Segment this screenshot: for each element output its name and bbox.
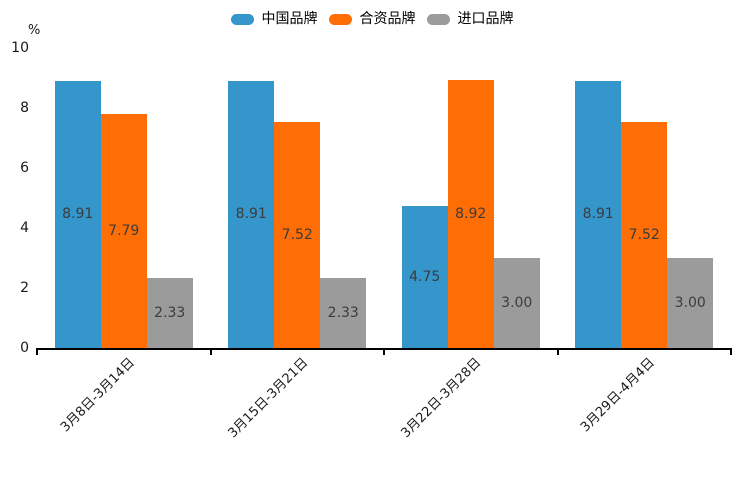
bar: 3.00 <box>667 258 714 348</box>
bar-value-label: 4.75 <box>409 268 441 285</box>
legend-item: 进口品牌 <box>426 11 514 27</box>
bar: 7.79 <box>100 114 147 348</box>
bar-value-label: 8.91 <box>62 206 94 223</box>
bar: 8.91 <box>228 80 275 348</box>
bar: 8.91 <box>575 80 622 348</box>
x-axis-tick <box>36 350 38 355</box>
bar-value-label: 7.52 <box>628 227 660 244</box>
bar-value-label: 2.33 <box>154 305 186 322</box>
bar: 2.33 <box>320 278 367 348</box>
bar: 8.92 <box>447 80 494 348</box>
bar-value-label: 3.00 <box>674 295 706 311</box>
x-tick-label: 3月15日-3月21日 <box>225 355 312 442</box>
y-tick-label: 4 <box>20 220 29 236</box>
bar-value-label: 8.91 <box>582 206 614 223</box>
x-axis-tick <box>383 350 385 355</box>
bar: 7.52 <box>274 122 321 348</box>
bar-value-label: 3.00 <box>501 295 533 311</box>
legend-swatch <box>230 13 254 25</box>
bar-group: 8.91 7.79 2.33 <box>37 48 211 348</box>
y-tick-label: 2 <box>20 280 29 296</box>
plot-area: 8.91 7.79 2.33 8.91 7.52 2.33 4.75 8.92 3.00 8.91… <box>37 48 731 348</box>
bar: 2.33 <box>146 278 193 348</box>
bar-value-label: 7.52 <box>281 227 313 244</box>
x-tick-label: 3月29日-4月4日 <box>578 355 659 436</box>
y-tick-label: 6 <box>20 160 29 176</box>
bar-value-label: 8.91 <box>235 206 267 223</box>
legend-label: 中国品牌 <box>261 11 318 27</box>
x-axis-tick <box>209 350 212 355</box>
bar-value-label: 8.92 <box>455 206 487 223</box>
legend-label: 进口品牌 <box>457 11 514 27</box>
x-tick-label: 3月22日-3月28日 <box>398 355 485 442</box>
bar: 8.91 <box>54 80 101 348</box>
y-tick-label: 0 <box>20 340 29 356</box>
legend-item: 中国品牌 <box>230 11 318 27</box>
x-axis-tick <box>730 350 732 355</box>
bar: 4.75 <box>401 205 448 348</box>
bar-group: 8.91 7.52 2.33 <box>211 48 385 348</box>
y-tick-label: 8 <box>20 100 29 116</box>
bar-group: 4.75 8.92 3.00 <box>384 48 558 348</box>
legend-swatch <box>426 13 450 25</box>
legend-item: 合资品牌 <box>328 11 416 27</box>
x-tick-label: 3月8日-3月14日 <box>57 355 138 436</box>
bar-value-label: 2.33 <box>327 305 359 322</box>
y-axis-unit-label: % <box>28 23 41 38</box>
legend-label: 合资品牌 <box>359 11 416 27</box>
bar-group: 8.91 7.52 3.00 <box>558 48 732 348</box>
bar: 7.52 <box>621 122 668 348</box>
chart-legend: 中国品牌 合资品牌 进口品牌 <box>0 10 744 28</box>
x-axis-line <box>36 348 732 350</box>
bar-value-label: 7.79 <box>108 223 140 240</box>
bar: 3.00 <box>493 258 540 348</box>
y-tick-label: 10 <box>11 40 29 56</box>
x-axis-tick <box>556 350 559 355</box>
legend-swatch <box>328 13 352 25</box>
